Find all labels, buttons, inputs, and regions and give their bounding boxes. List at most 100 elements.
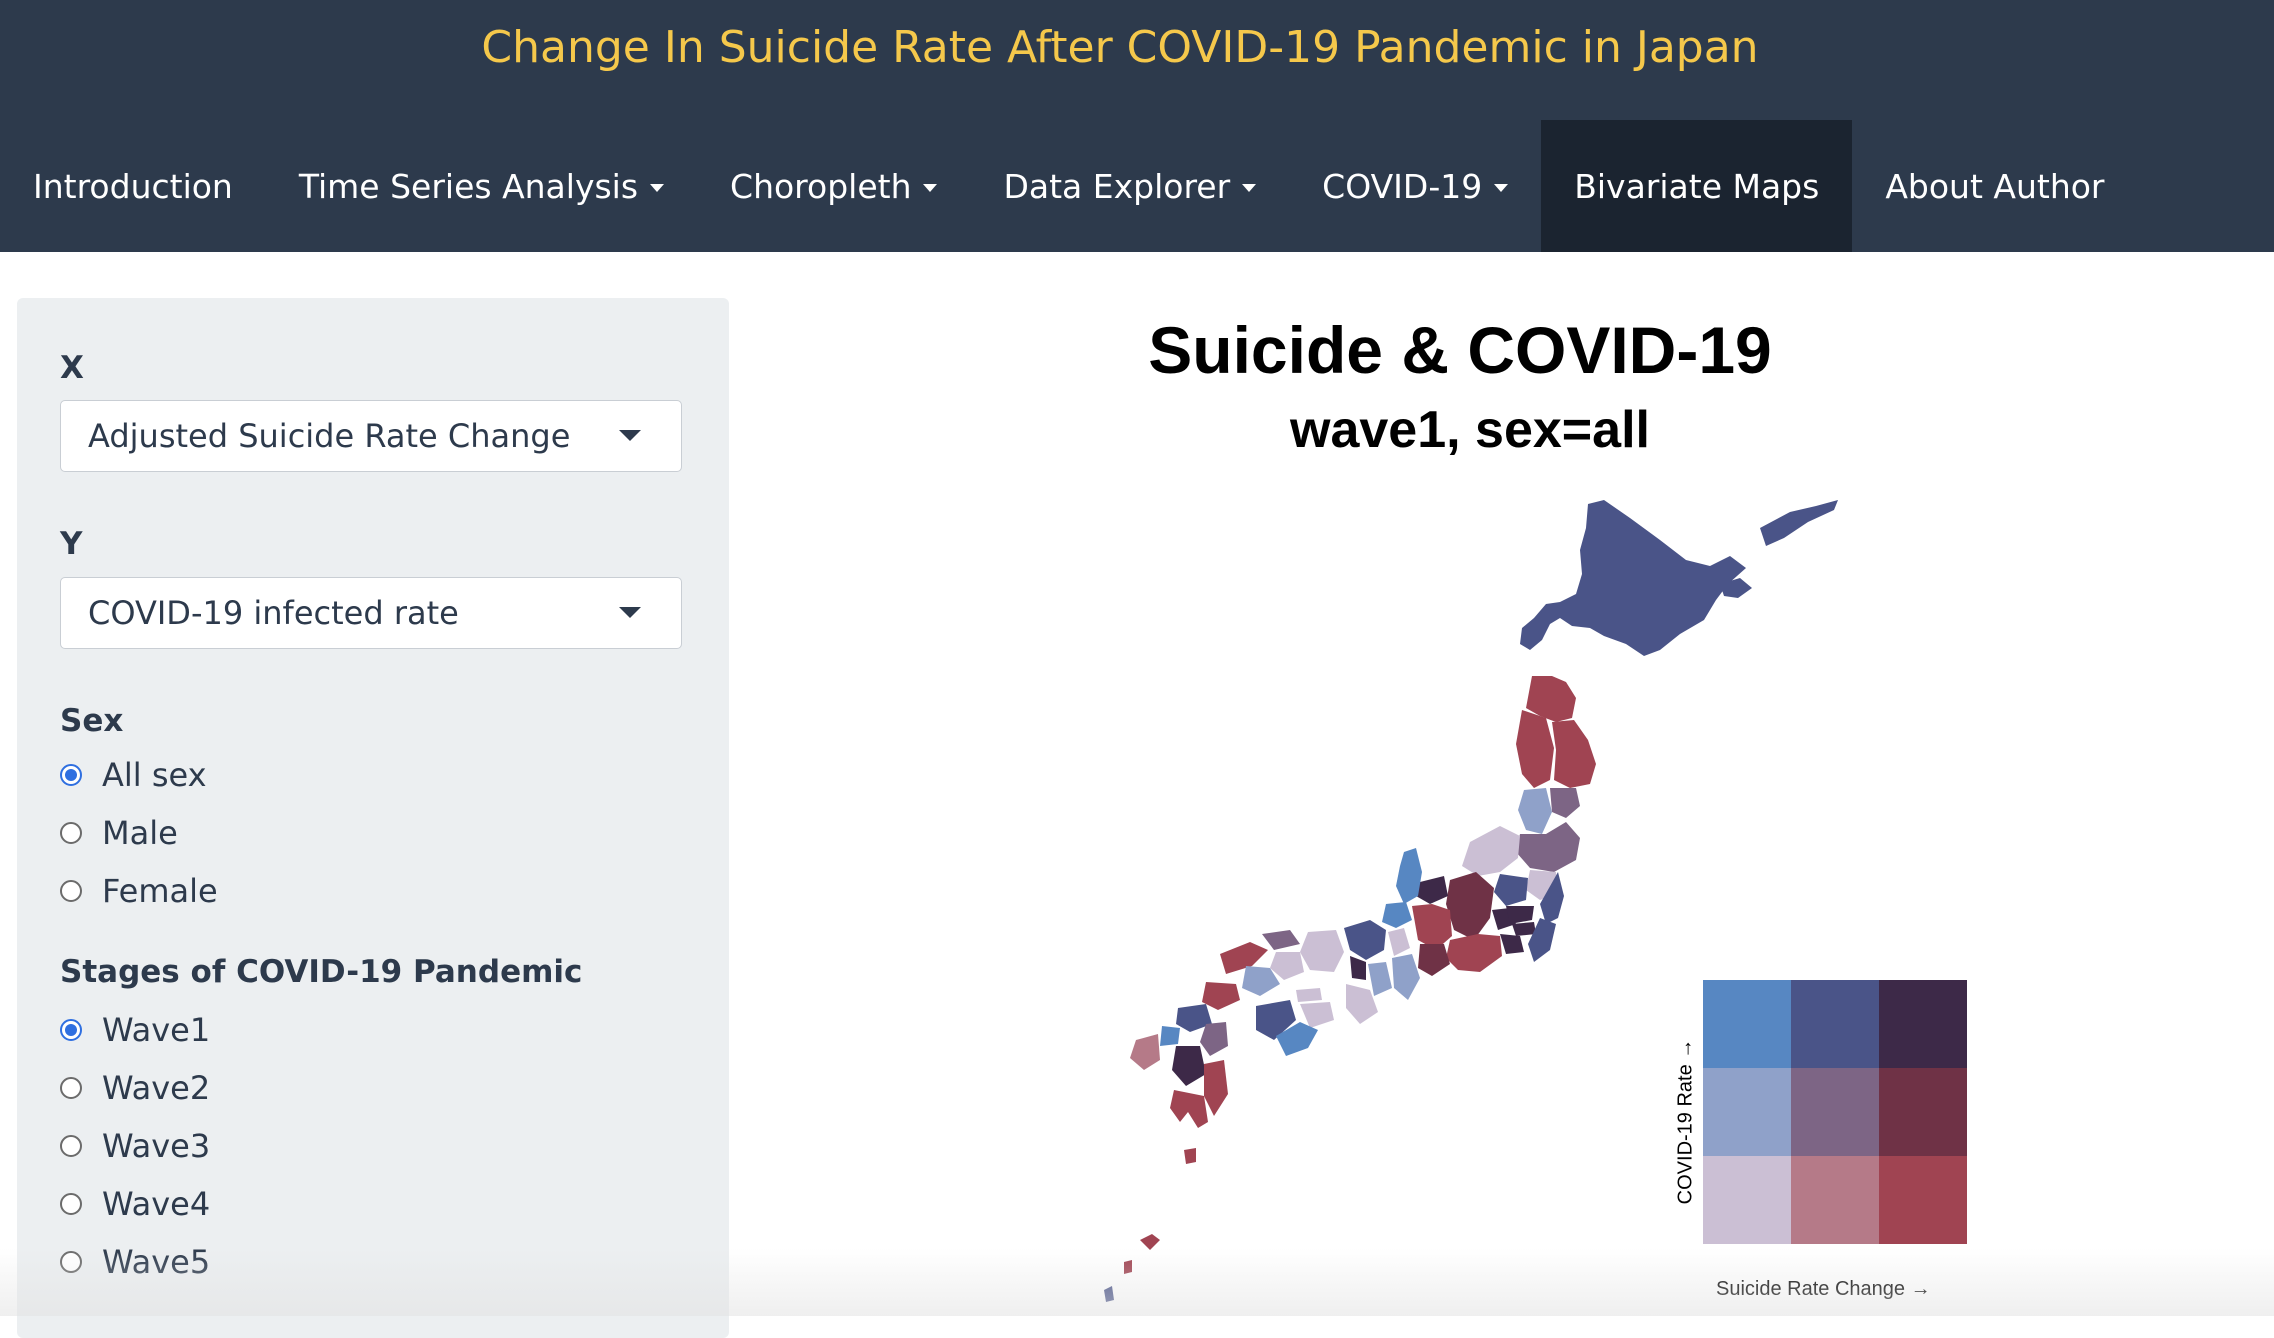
nav-label: Choropleth <box>730 166 912 206</box>
region-nagano <box>1446 872 1494 940</box>
radio-male[interactable]: Male <box>60 814 178 852</box>
region-yamagata <box>1518 788 1552 834</box>
nav-label: Time Series Analysis <box>298 166 639 206</box>
radio-button-icon <box>60 880 82 902</box>
region-nagasaki <box>1130 1034 1160 1070</box>
region-fukushima <box>1516 822 1580 872</box>
radio-label: Male <box>102 814 178 852</box>
region-tochigi <box>1526 870 1558 900</box>
region-tokyo <box>1512 922 1536 936</box>
region-ishikawa <box>1396 848 1422 904</box>
nav-item-choropleth[interactable]: Choropleth <box>697 120 970 252</box>
radio-female[interactable]: Female <box>60 872 218 910</box>
region-yamanashi <box>1492 908 1516 930</box>
radio-wave5[interactable]: Wave5 <box>60 1243 210 1281</box>
dropdown-arrow-icon <box>619 430 641 441</box>
radio-button-icon <box>60 1193 82 1215</box>
region-shimane <box>1220 942 1268 974</box>
region-island-4 <box>1104 1286 1114 1302</box>
legend-cell <box>1879 1156 1967 1244</box>
sex-group-label: Sex <box>60 703 124 739</box>
region-ehime <box>1256 1000 1296 1040</box>
nav-label: Introduction <box>33 166 233 206</box>
region-miyagi <box>1550 788 1580 818</box>
region-hyogo <box>1300 930 1344 972</box>
y-select-value: COVID-19 infected rate <box>88 594 459 632</box>
region-akita <box>1516 710 1554 788</box>
nav-item-covid-19[interactable]: COVID-19 <box>1289 120 1541 252</box>
nav-item-data-explorer[interactable]: Data Explorer <box>970 120 1289 252</box>
radio-wave4[interactable]: Wave4 <box>60 1185 210 1223</box>
region-gunma <box>1494 874 1528 906</box>
legend-cell <box>1703 980 1791 1068</box>
nav-menu: Introduction Time Series Analysis Chorop… <box>0 120 2138 252</box>
legend-y-label: COVID-19 Rate → <box>1674 1038 1697 1205</box>
region-saga <box>1160 1026 1180 1046</box>
region-oita <box>1200 1022 1228 1056</box>
sidebar-panel: X Adjusted Suicide Rate Change Y COVID-1… <box>17 298 729 1338</box>
region-hokkaido-tip <box>1720 578 1752 598</box>
radio-label: Wave5 <box>102 1243 211 1281</box>
region-aichi <box>1418 944 1450 976</box>
region-toyama <box>1416 876 1448 904</box>
legend-cell <box>1791 1068 1879 1156</box>
y-select-label: Y <box>60 526 83 562</box>
region-tottori <box>1262 930 1300 950</box>
radio-wave2[interactable]: Wave2 <box>60 1069 210 1107</box>
legend-cell <box>1791 1156 1879 1244</box>
radio-wave3[interactable]: Wave3 <box>60 1127 210 1165</box>
region-niigata <box>1462 826 1520 876</box>
nav-label: COVID-19 <box>1322 166 1483 206</box>
stages-group-label: Stages of COVID-19 Pandemic <box>60 954 583 990</box>
legend-cell <box>1791 980 1879 1068</box>
nav-item-introduction[interactable]: Introduction <box>0 120 266 252</box>
region-aomori <box>1526 676 1576 722</box>
app-title: Change In Suicide Rate After COVID-19 Pa… <box>481 22 1759 73</box>
region-hokkaido <box>1520 500 1746 656</box>
region-kagawa <box>1296 988 1322 1002</box>
region-kochi <box>1276 1022 1318 1056</box>
nav-label: Bivariate Maps <box>1574 166 1820 206</box>
region-gifu <box>1412 904 1452 950</box>
radio-label: Wave2 <box>102 1069 211 1107</box>
legend-cell <box>1879 1068 1967 1156</box>
radio-label: All sex <box>102 756 207 794</box>
region-iwate <box>1552 720 1596 788</box>
region-island-2 <box>1140 1234 1160 1250</box>
region-shizuoka <box>1446 934 1502 972</box>
region-nara <box>1368 962 1392 996</box>
nav-label: About Author <box>1885 166 2105 206</box>
radio-button-icon <box>60 1251 82 1273</box>
nav-label: Data Explorer <box>1003 166 1231 206</box>
region-yamaguchi <box>1202 982 1240 1010</box>
region-osaka <box>1350 956 1366 980</box>
map-subtitle: wave1, sex=all <box>1290 401 1650 459</box>
region-hiroshima <box>1242 966 1280 996</box>
top-navbar: Change In Suicide Rate After COVID-19 Pa… <box>0 0 2274 252</box>
region-hokkaido-islands <box>1760 500 1838 546</box>
region-mie <box>1392 954 1420 1000</box>
region-miyazaki <box>1204 1060 1228 1116</box>
region-tokushima <box>1300 1002 1334 1028</box>
x-variable-select[interactable]: Adjusted Suicide Rate Change <box>60 400 682 472</box>
radio-button-icon <box>60 764 82 786</box>
y-variable-select[interactable]: COVID-19 infected rate <box>60 577 682 649</box>
radio-wave1[interactable]: Wave1 <box>60 1011 210 1049</box>
region-island-3 <box>1124 1260 1132 1274</box>
region-saitama <box>1506 906 1534 924</box>
legend-x-label: Suicide Rate Change → <box>1716 1278 1931 1300</box>
caret-down-icon <box>650 184 665 192</box>
region-chiba <box>1528 918 1556 962</box>
region-island-1 <box>1184 1148 1196 1164</box>
region-kyoto <box>1344 920 1386 960</box>
nav-item-bivariate-maps[interactable]: Bivariate Maps <box>1541 120 1853 252</box>
radio-all-sex[interactable]: All sex <box>60 756 207 794</box>
nav-item-time-series-analysis[interactable]: Time Series Analysis <box>266 120 697 252</box>
radio-button-icon <box>60 1135 82 1157</box>
radio-button-icon <box>60 1019 82 1041</box>
radio-label: Wave1 <box>102 1011 211 1049</box>
bivariate-legend <box>1703 980 1967 1244</box>
radio-label: Wave3 <box>102 1127 211 1165</box>
radio-label: Wave4 <box>102 1185 211 1223</box>
nav-item-about-author[interactable]: About Author <box>1852 120 2137 252</box>
